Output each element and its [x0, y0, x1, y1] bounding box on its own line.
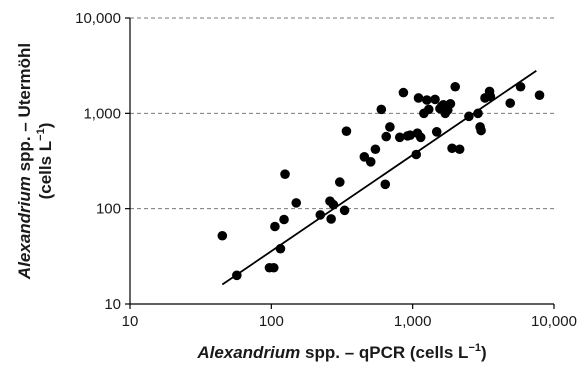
y-tick-labels: 10 100 1,000 10,000 — [75, 10, 130, 313]
data-point — [232, 270, 242, 281]
data-point — [430, 94, 440, 105]
data-point — [380, 179, 391, 190]
data-point — [385, 122, 395, 132]
data-point — [415, 132, 426, 143]
y-axis-title: Alexandrium spp. – Utermöhl (cells L−1) — [15, 43, 55, 280]
data-point — [217, 230, 228, 241]
data-points — [217, 81, 545, 281]
data-point — [534, 90, 545, 100]
data-point — [275, 243, 286, 254]
data-point — [405, 130, 415, 140]
data-point — [398, 87, 409, 98]
x-tick-labels: 10 100 1,000 10,000 — [122, 304, 577, 330]
y-tick-label: 10 — [104, 296, 121, 313]
data-point — [445, 98, 456, 109]
data-point — [505, 98, 516, 108]
data-point — [411, 149, 422, 160]
data-point — [268, 262, 279, 273]
data-point — [341, 126, 352, 136]
data-point — [365, 157, 376, 167]
regression-line — [221, 69, 537, 286]
data-point — [370, 144, 381, 155]
y-tick-label: 10,000 — [75, 10, 121, 27]
data-point — [454, 144, 465, 155]
data-point — [413, 93, 424, 103]
data-point — [464, 111, 474, 122]
data-point — [450, 81, 461, 92]
data-point — [476, 125, 486, 136]
data-point — [334, 177, 345, 187]
data-point — [376, 104, 387, 115]
x-tick-label: 1,000 — [394, 313, 432, 330]
data-point — [473, 108, 483, 119]
data-point — [339, 205, 350, 216]
data-point — [447, 143, 457, 154]
y-tick-label: 100 — [96, 201, 121, 218]
data-point — [328, 199, 339, 210]
data-point — [381, 131, 392, 142]
data-point — [394, 132, 405, 143]
data-point — [326, 214, 336, 224]
data-point — [291, 198, 302, 208]
x-tick-label: 10,000 — [531, 313, 577, 330]
x-tick-label: 100 — [259, 313, 284, 330]
data-point — [270, 221, 280, 232]
x-tick-label: 10 — [122, 313, 139, 330]
x-axis-title: Alexandrium spp. – qPCR (cells L−1) — [196, 342, 486, 362]
data-point — [515, 81, 526, 92]
data-point — [315, 210, 326, 220]
axes — [129, 18, 554, 305]
data-point — [431, 127, 442, 137]
y-axis-title-line2: (cells L−1) — [35, 123, 55, 200]
y-axis-title-line1: Alexandrium spp. – Utermöhl — [15, 43, 34, 280]
data-point — [279, 214, 289, 225]
y-tick-label: 1,000 — [83, 105, 121, 122]
regression-line-group — [221, 69, 537, 286]
data-point — [280, 169, 290, 179]
data-point — [485, 91, 496, 102]
data-point — [422, 95, 432, 105]
data-point — [423, 104, 434, 115]
